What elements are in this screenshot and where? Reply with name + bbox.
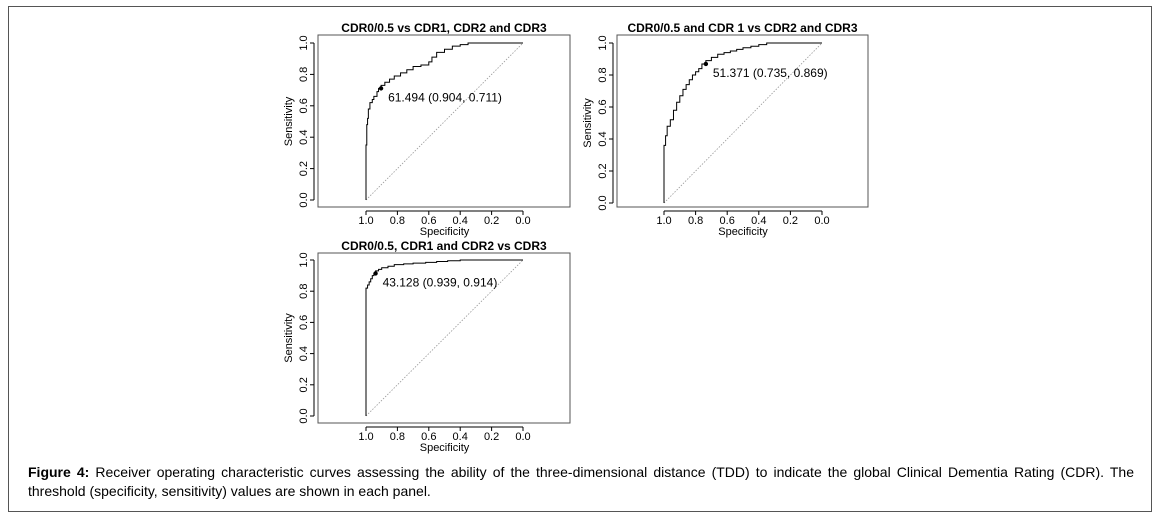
y-axis-label: Sensitivity <box>283 313 295 363</box>
roc-figure: CDR0/0.5 vs CDR1, CDR2 and CDR3 1.0 0.8 0.6… <box>283 21 869 454</box>
x-axis-label: Specificity <box>420 226 470 238</box>
threshold-label: 61.494 (0.904, 0.711) <box>388 90 502 104</box>
chart-title: CDR0/0.5 vs CDR1, CDR2 and CDR3 <box>341 21 547 35</box>
y-tick-label: 0.6 <box>597 99 609 114</box>
x-tick-label: 0.2 <box>484 431 499 443</box>
chance-diagonal <box>365 259 524 417</box>
chance-diagonal <box>365 42 524 201</box>
roc-panel-3: CDR0/0.5, CDR1 and CDR2 vs CDR3 1.0 0.8 0.6… <box>283 239 571 454</box>
threshold-point <box>378 86 384 91</box>
y-tick-label: 0.4 <box>298 130 310 145</box>
y-tick-label: 1.0 <box>597 35 609 50</box>
y-tick-label: 0.8 <box>298 284 310 299</box>
caption-label: Figure 4: <box>28 464 90 480</box>
threshold-point <box>373 271 378 276</box>
chance-diagonal <box>663 42 823 204</box>
x-tick-label: 0.8 <box>688 215 703 227</box>
chart-title: CDR0/0.5 and CDR 1 vs CDR2 and CDR3 <box>627 21 857 35</box>
y-tick-label: 0.6 <box>298 98 310 113</box>
y-tick-label: 1.0 <box>298 252 310 267</box>
roc-curve <box>365 259 523 416</box>
figure-frame <box>8 6 1152 512</box>
y-axis-label: Sensitivity <box>582 98 594 148</box>
x-tick-label: 0.2 <box>783 215 798 227</box>
y-tick-label: 0.2 <box>597 163 609 178</box>
threshold-label: 51.371 (0.735, 0.869) <box>713 66 828 80</box>
caption-text: Receiver operating characteristic curves… <box>28 464 1134 499</box>
x-tick-label: 0.2 <box>484 215 499 227</box>
x-axis-label: Specificity <box>420 442 470 454</box>
chart-title: CDR0/0.5, CDR1 and CDR2 vs CDR3 <box>341 239 547 253</box>
roc-curve <box>663 42 822 203</box>
x-tick-label: 0.4 <box>453 215 468 227</box>
y-tick-label: 0.8 <box>298 67 310 82</box>
x-axis-label: Specificity <box>718 226 768 238</box>
y-tick-label: 1.0 <box>298 35 310 50</box>
y-tick-label: 0.2 <box>298 161 310 176</box>
threshold-label: 43.128 (0.939, 0.914) <box>383 275 498 289</box>
x-tick-label: 0.8 <box>390 215 405 227</box>
plot-box <box>616 34 869 208</box>
x-tick-label: 1.0 <box>656 215 671 227</box>
x-tick-label: 0.6 <box>421 215 436 227</box>
x-tick-label: 0.0 <box>515 215 530 227</box>
threshold-point <box>703 61 709 67</box>
y-tick-label: 0.4 <box>298 346 310 361</box>
x-tick-label: 1.0 <box>358 215 373 227</box>
figure-caption: Figure 4: Receiver operating characteris… <box>28 463 1134 501</box>
x-tick-label: 0.6 <box>720 215 735 227</box>
roc-panel-1: CDR0/0.5 vs CDR1, CDR2 and CDR3 1.0 0.8 0.6… <box>283 21 571 238</box>
roc-curve <box>365 42 523 200</box>
y-tick-label: 0.8 <box>597 67 609 82</box>
plot-box <box>317 252 571 424</box>
x-tick-label: 1.0 <box>358 431 373 443</box>
y-tick-label: 0.6 <box>298 315 310 330</box>
x-tick-label: 0.4 <box>453 431 468 443</box>
y-tick-label: 0.0 <box>597 195 609 210</box>
x-tick-label: 0.0 <box>814 215 829 227</box>
plot-box <box>317 34 571 208</box>
y-tick-label: 0.4 <box>597 131 609 146</box>
roc-panel-2: CDR0/0.5 and CDR 1 vs CDR2 and CDR3 1.0 0.… <box>582 21 869 238</box>
y-axis-label: Sensitivity <box>283 96 295 146</box>
y-tick-label: 0.0 <box>298 192 310 207</box>
y-tick-label: 0.0 <box>298 408 310 423</box>
y-tick-label: 0.2 <box>298 377 310 392</box>
x-tick-label: 0.0 <box>515 431 530 443</box>
x-tick-label: 0.6 <box>421 431 436 443</box>
x-tick-label: 0.4 <box>751 215 766 227</box>
x-tick-label: 0.8 <box>390 431 405 443</box>
